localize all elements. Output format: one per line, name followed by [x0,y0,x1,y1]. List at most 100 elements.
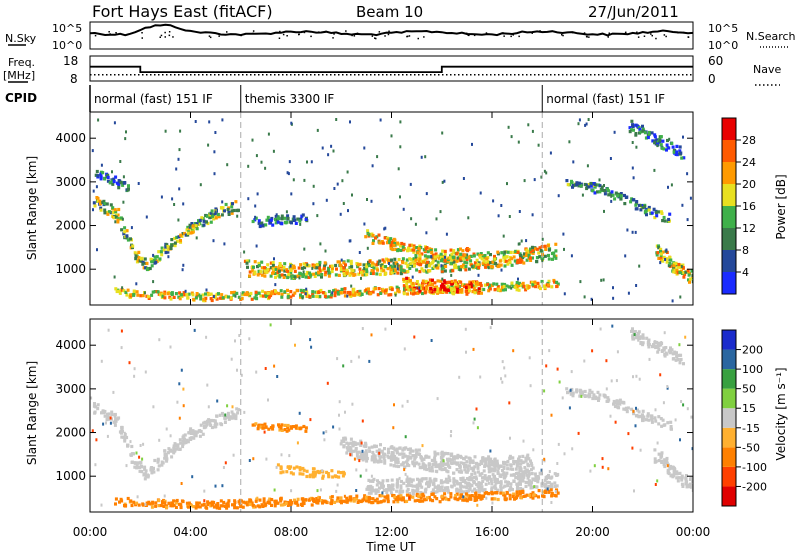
heatmap-cell [269,220,273,224]
heatmap-cell [361,273,365,277]
heatmap-cell [365,267,369,271]
heatmap-cell [448,465,452,469]
heatmap-cell [487,266,490,270]
heatmap-cell [336,483,339,487]
heatmap-cell [247,164,250,168]
heatmap-cell [318,260,322,265]
heatmap-cell [638,377,641,381]
heatmap-cell [689,482,692,486]
heatmap-cell [453,461,457,465]
heatmap-cell [433,288,437,292]
heatmap-cell [446,280,450,284]
heatmap-cell [245,259,249,263]
heatmap-cell [508,488,511,492]
heatmap-cell [337,475,341,479]
colorbar-swatch [722,369,736,389]
heatmap-cell [281,470,285,474]
heatmap-cell [503,461,507,465]
heatmap-cell [395,464,399,468]
heatmap-cell [408,496,411,500]
heatmap-cell [375,262,379,266]
heatmap-cell [493,461,497,465]
heatmap-cell [455,286,459,290]
heatmap-cell [126,238,130,242]
heatmap-cell [635,207,639,211]
heatmap-cell [267,398,269,402]
nave-tick-bottom: 0 [708,72,716,86]
heatmap-cell [122,200,125,204]
heatmap-cell [320,273,324,277]
heatmap-cell [290,500,293,505]
heatmap-cell [151,468,155,472]
heatmap-cell [607,193,611,197]
heatmap-cell [675,470,679,474]
heatmap-cell [204,296,208,300]
heatmap-cell [236,368,238,372]
heatmap-cell [390,485,394,489]
heatmap-cell [503,264,507,268]
heatmap-cell [286,288,289,292]
heatmap-cell [519,476,523,480]
heatmap-cell [160,463,164,467]
heatmap-cell [116,218,120,222]
heatmap-cell [192,226,196,230]
noise-dot [141,37,143,39]
heatmap-cell [342,472,346,476]
heatmap-cell [406,487,410,492]
heatmap-cell [496,497,500,502]
heatmap-cell [447,288,451,292]
heatmap-cell [257,221,261,225]
heatmap-cell [450,279,454,284]
heatmap-cell [223,209,226,213]
heatmap-cell [639,341,643,345]
heatmap-cell [439,279,443,283]
heatmap-cell [247,197,250,201]
heatmap-cell [282,266,286,270]
heatmap-cell [322,431,325,435]
heatmap-cell [317,470,321,474]
heatmap-cell [590,297,593,301]
heatmap-cell [268,497,272,501]
heatmap-cell [517,457,520,461]
heatmap-cell [323,264,327,268]
heatmap-cell [96,407,100,411]
noise-search-dots [93,30,690,40]
heatmap-cell [438,489,442,493]
heatmap-cell [114,417,118,421]
heatmap-cell [396,500,400,504]
heatmap-cell [422,494,426,498]
heatmap-cell [489,253,492,257]
heatmap-cell [460,495,463,499]
heatmap-cell [335,267,338,271]
heatmap-cell [342,364,345,368]
heatmap-cell [342,439,346,444]
heatmap-cell [548,470,551,473]
heatmap-cell [577,184,581,188]
heatmap-cell [527,253,531,257]
heatmap-cell [117,186,121,190]
heatmap-cell [554,494,558,498]
heatmap-cell [529,256,532,260]
heatmap-cell [663,464,667,469]
heatmap-cell [509,487,513,491]
x-tick-label: 20:00 [575,525,610,539]
heatmap-cell [255,370,258,374]
heatmap-cell [630,407,634,411]
heatmap-cell [577,181,581,185]
heatmap-cell [286,295,290,299]
heatmap-cell [209,220,213,224]
noise-dot [252,32,254,35]
heatmap-cell [480,496,484,500]
heatmap-cell [350,453,353,457]
heatmap-cell [326,472,330,476]
heatmap-cell [613,130,616,134]
heatmap-cell [173,244,177,248]
heatmap-cell [441,180,444,184]
heatmap-cell [514,249,518,253]
heatmap-cell [227,499,231,503]
heatmap-cell [156,459,160,463]
heatmap-cell [531,249,535,253]
heatmap-cell [460,493,464,497]
heatmap-cell [217,215,221,219]
